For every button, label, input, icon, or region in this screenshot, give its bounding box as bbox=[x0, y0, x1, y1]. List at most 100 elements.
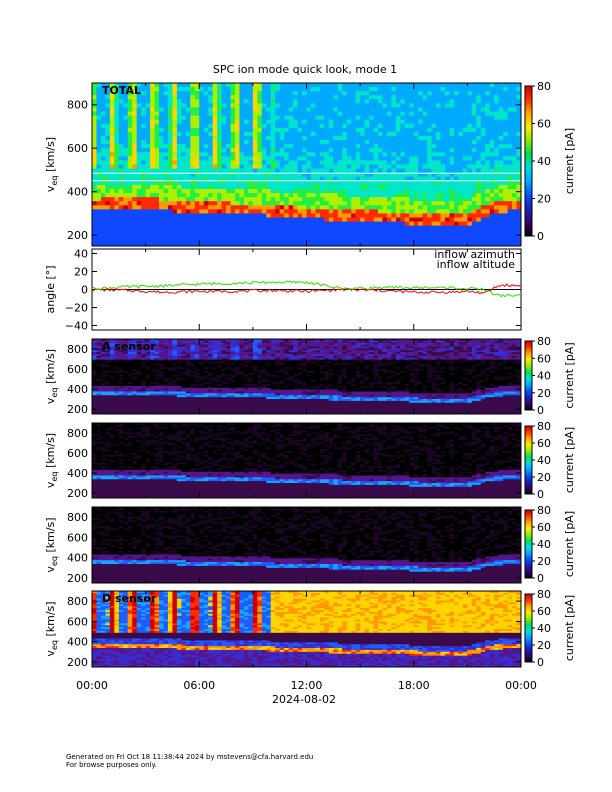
heatmap-cell bbox=[212, 140, 218, 145]
heatmap-cell bbox=[257, 201, 263, 206]
heatmap-cell bbox=[203, 201, 209, 206]
heatmap-cell bbox=[315, 91, 321, 96]
heatmap-cell bbox=[181, 369, 187, 372]
colorbar-label: current [pA] bbox=[563, 128, 576, 194]
heatmap-cell bbox=[409, 135, 415, 141]
heatmap-cell bbox=[154, 172, 160, 178]
heatmap-cell bbox=[190, 131, 196, 137]
heatmap-cell bbox=[453, 107, 459, 112]
heatmap-cell bbox=[275, 168, 281, 174]
heatmap-cell bbox=[163, 380, 169, 383]
heatmap-cell bbox=[100, 412, 106, 415]
heatmap-cell bbox=[494, 152, 500, 157]
heatmap-cell bbox=[150, 123, 155, 129]
heatmap-cell bbox=[378, 123, 383, 129]
heatmap-cell bbox=[364, 188, 370, 194]
heatmap-cell bbox=[453, 115, 459, 121]
heatmap-cell bbox=[498, 188, 504, 194]
heatmap-cell bbox=[181, 213, 187, 218]
heatmap-cell bbox=[127, 144, 133, 149]
heatmap-cell bbox=[92, 402, 97, 406]
heatmap-cell bbox=[118, 233, 124, 239]
heatmap-cell bbox=[109, 127, 115, 133]
heatmap-cell bbox=[306, 205, 312, 210]
heatmap-cell bbox=[476, 115, 482, 121]
heatmap-cell bbox=[145, 339, 151, 342]
heatmap-cell bbox=[136, 140, 142, 145]
heatmap-cell bbox=[154, 111, 160, 116]
heatmap-cell bbox=[203, 372, 209, 376]
heatmap-cell bbox=[235, 103, 240, 108]
heatmap-cell bbox=[471, 127, 477, 133]
heatmap-cell bbox=[279, 123, 285, 129]
heatmap-cell bbox=[114, 99, 120, 104]
heatmap-cell bbox=[212, 87, 218, 92]
heatmap-cell bbox=[400, 184, 406, 190]
heatmap-cell bbox=[154, 241, 160, 247]
heatmap-cell bbox=[105, 221, 111, 227]
heatmap-cell bbox=[100, 355, 106, 359]
heatmap-cell bbox=[136, 188, 142, 194]
heatmap-cell bbox=[132, 205, 138, 210]
heatmap-cell bbox=[373, 111, 379, 116]
heatmap-cell bbox=[199, 359, 205, 362]
heatmap-cell bbox=[212, 160, 218, 165]
heatmap-cell bbox=[418, 160, 424, 165]
heatmap-cell bbox=[159, 217, 164, 222]
heatmap-cell bbox=[239, 225, 245, 231]
heatmap-cell bbox=[159, 369, 164, 372]
heatmap-cell bbox=[105, 384, 111, 387]
heatmap-cell bbox=[252, 140, 258, 145]
heatmap-cell bbox=[114, 237, 120, 243]
heatmap-cell bbox=[306, 107, 312, 112]
heatmap-cell bbox=[185, 91, 191, 96]
heatmap-cell bbox=[243, 172, 249, 178]
heatmap-cell bbox=[333, 176, 339, 182]
heatmap-cell bbox=[154, 168, 160, 174]
heatmap-cell bbox=[123, 352, 129, 355]
heatmap-cell bbox=[235, 209, 240, 214]
heatmap-cell bbox=[503, 188, 508, 194]
heatmap-cell bbox=[342, 148, 348, 153]
heatmap-cell bbox=[409, 164, 415, 169]
heatmap-cell bbox=[480, 135, 486, 141]
heatmap-cell bbox=[413, 148, 419, 153]
heatmap-cell bbox=[217, 221, 222, 227]
heatmap-cell bbox=[270, 127, 276, 133]
heatmap-cell bbox=[208, 103, 214, 108]
heatmap-cell bbox=[96, 213, 102, 218]
heatmap-cell bbox=[480, 221, 486, 227]
heatmap-cell bbox=[422, 241, 428, 247]
heatmap-cell bbox=[261, 115, 267, 121]
heatmap-cell bbox=[467, 205, 473, 210]
heatmap-cell bbox=[449, 119, 455, 125]
heatmap-cell bbox=[226, 144, 231, 149]
heatmap-cell bbox=[480, 160, 486, 165]
heatmap-cell bbox=[284, 123, 290, 129]
heatmap-cell bbox=[364, 205, 370, 210]
heatmap-cell bbox=[181, 354, 187, 357]
heatmap-cell bbox=[100, 213, 106, 218]
heatmap-cell bbox=[293, 127, 298, 133]
heatmap-cell bbox=[159, 127, 164, 133]
heatmap-cell bbox=[369, 184, 374, 190]
heatmap-cell bbox=[132, 361, 138, 364]
heatmap-cell bbox=[391, 135, 397, 141]
heatmap-cell bbox=[92, 412, 97, 415]
heatmap-cell bbox=[212, 91, 218, 96]
heatmap-cell bbox=[382, 241, 388, 247]
heatmap-cell bbox=[418, 229, 424, 235]
heatmap-cell bbox=[453, 225, 459, 231]
heatmap-cell bbox=[467, 127, 473, 133]
heatmap-cell bbox=[494, 209, 500, 214]
heatmap-cell bbox=[302, 237, 307, 243]
heatmap-cell bbox=[516, 156, 522, 161]
heatmap-cell bbox=[172, 205, 178, 210]
heatmap-cell bbox=[145, 99, 151, 104]
heatmap-cell bbox=[288, 123, 294, 129]
heatmap-cell bbox=[248, 131, 254, 137]
heatmap-cell bbox=[458, 221, 464, 227]
heatmap-cell bbox=[404, 91, 410, 96]
heatmap-cell bbox=[109, 152, 115, 157]
